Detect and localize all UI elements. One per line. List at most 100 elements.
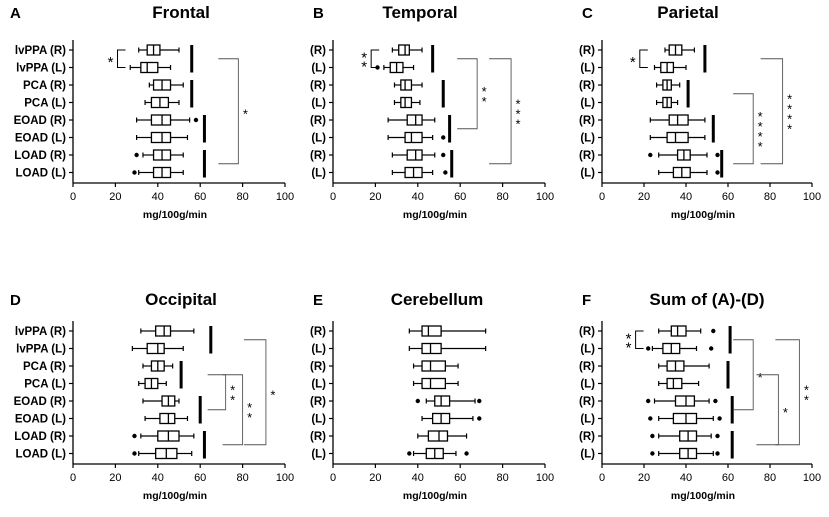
category-label: (R) bbox=[310, 361, 326, 373]
x-tick-label: 20 bbox=[109, 191, 121, 203]
box-plot bbox=[421, 412, 482, 425]
category-label: (R) bbox=[310, 396, 326, 408]
box-plot bbox=[412, 377, 459, 390]
box-plot bbox=[131, 342, 184, 355]
outlier-point bbox=[715, 451, 720, 456]
star-glyph: * bbox=[516, 96, 521, 111]
outlier-point bbox=[650, 433, 655, 439]
significance-stars: * * * * bbox=[787, 91, 792, 136]
x-axis-label: mg/100g/min bbox=[671, 490, 735, 502]
box-plot bbox=[391, 149, 446, 161]
box-plot bbox=[646, 395, 718, 407]
iqr-box bbox=[159, 412, 176, 425]
significance-bracket bbox=[775, 339, 800, 446]
panel-letter: E bbox=[313, 292, 323, 309]
box-plot bbox=[138, 44, 180, 56]
significance-stars: * bbox=[243, 106, 248, 121]
outlier-point bbox=[132, 433, 137, 439]
star-glyph: * bbox=[243, 106, 248, 121]
significance-bracket bbox=[218, 58, 239, 165]
box-plot bbox=[132, 447, 193, 460]
category-label: EOAD (R) bbox=[14, 115, 67, 127]
x-tick-label: 100 bbox=[803, 472, 821, 484]
category-label: lvPPA (L) bbox=[16, 344, 66, 356]
panel-f: F Sum of (A)-(D) 0 20 40 60 80 100 mg/100g/min (R… bbox=[579, 290, 821, 502]
x-tick-label: 0 bbox=[599, 191, 605, 203]
x-tick-label: 40 bbox=[680, 472, 692, 484]
star-glyph: * bbox=[626, 339, 632, 356]
box-plot bbox=[658, 325, 716, 337]
x-tick-label: 0 bbox=[70, 191, 76, 203]
box-plot bbox=[142, 395, 180, 407]
x-tick-label: 20 bbox=[369, 472, 381, 484]
significance-stars: * bbox=[758, 370, 763, 385]
category-label: PCA (L) bbox=[24, 379, 66, 391]
iqr-box bbox=[666, 377, 683, 390]
category-label: (L) bbox=[311, 133, 326, 145]
box-plot bbox=[393, 96, 421, 109]
outlier-point bbox=[648, 416, 653, 421]
x-axis-label: mg/100g/min bbox=[403, 490, 467, 502]
x-axis-label: mg/100g/min bbox=[143, 209, 207, 221]
category-label: LOAD (L) bbox=[16, 168, 67, 180]
x-tick-label: 80 bbox=[236, 191, 248, 203]
x-tick-label: 100 bbox=[536, 191, 554, 203]
star-glyph: * bbox=[361, 58, 367, 75]
x-tick-label: 40 bbox=[152, 472, 164, 484]
significance-stars: * bbox=[108, 54, 114, 71]
outlier-point bbox=[477, 398, 482, 404]
star-glyph: * bbox=[247, 410, 252, 425]
box-plot bbox=[140, 325, 195, 337]
x-tick-label: 40 bbox=[412, 191, 424, 203]
category-label: (L) bbox=[311, 168, 326, 180]
significance-bracket bbox=[756, 374, 779, 446]
star-glyph: * bbox=[247, 400, 252, 415]
iqr-box bbox=[427, 430, 449, 442]
category-label: (R) bbox=[579, 45, 595, 57]
category-label: EOAD (L) bbox=[15, 133, 66, 145]
panel-title: Cerebellum bbox=[391, 290, 484, 309]
x-tick-label: 60 bbox=[722, 191, 734, 203]
box-plot bbox=[144, 96, 180, 109]
x-tick-label: 40 bbox=[680, 191, 692, 203]
iqr-box bbox=[140, 61, 159, 74]
outlier-point bbox=[441, 135, 446, 140]
panel-letter: F bbox=[582, 292, 591, 309]
category-label: (R) bbox=[310, 115, 326, 127]
outlier-point bbox=[443, 170, 448, 175]
box-plot bbox=[132, 430, 195, 442]
category-label: (L) bbox=[311, 63, 326, 75]
x-tick-label: 20 bbox=[638, 191, 650, 203]
category-label: (L) bbox=[580, 98, 595, 110]
panel-d: D Occipital 0 20 40 60 80 100 mg/100g/min lvPPA (… bbox=[10, 290, 294, 502]
significance-stars: * bbox=[783, 405, 788, 420]
category-label: (L) bbox=[311, 379, 326, 391]
x-tick-label: 100 bbox=[276, 191, 294, 203]
significance-stars: * * * * bbox=[758, 109, 763, 154]
category-label: (R) bbox=[310, 80, 326, 92]
star-glyph: * bbox=[758, 129, 763, 144]
x-tick-label: 60 bbox=[194, 472, 206, 484]
iqr-box bbox=[421, 325, 442, 337]
box-plot bbox=[393, 79, 423, 91]
significance-stars: * * bbox=[482, 84, 487, 109]
outlier-point bbox=[715, 433, 720, 439]
iqr-box bbox=[421, 360, 447, 372]
iqr-box bbox=[406, 149, 423, 161]
box-plot bbox=[655, 96, 679, 109]
category-label: PCA (R) bbox=[23, 80, 66, 92]
iqr-box bbox=[674, 395, 696, 407]
star-glyph: * bbox=[108, 54, 114, 71]
iqr-box bbox=[398, 44, 410, 56]
category-label: (L) bbox=[311, 344, 326, 356]
category-label: PCA (L) bbox=[24, 98, 66, 110]
x-tick-label: 0 bbox=[330, 472, 336, 484]
category-label: (R) bbox=[579, 115, 595, 127]
outlier-point bbox=[711, 328, 716, 334]
star-glyph: * bbox=[516, 116, 521, 131]
outlier-point bbox=[648, 152, 653, 158]
iqr-box bbox=[146, 342, 165, 355]
star-glyph: * bbox=[758, 109, 763, 124]
outlier-point bbox=[715, 170, 720, 175]
